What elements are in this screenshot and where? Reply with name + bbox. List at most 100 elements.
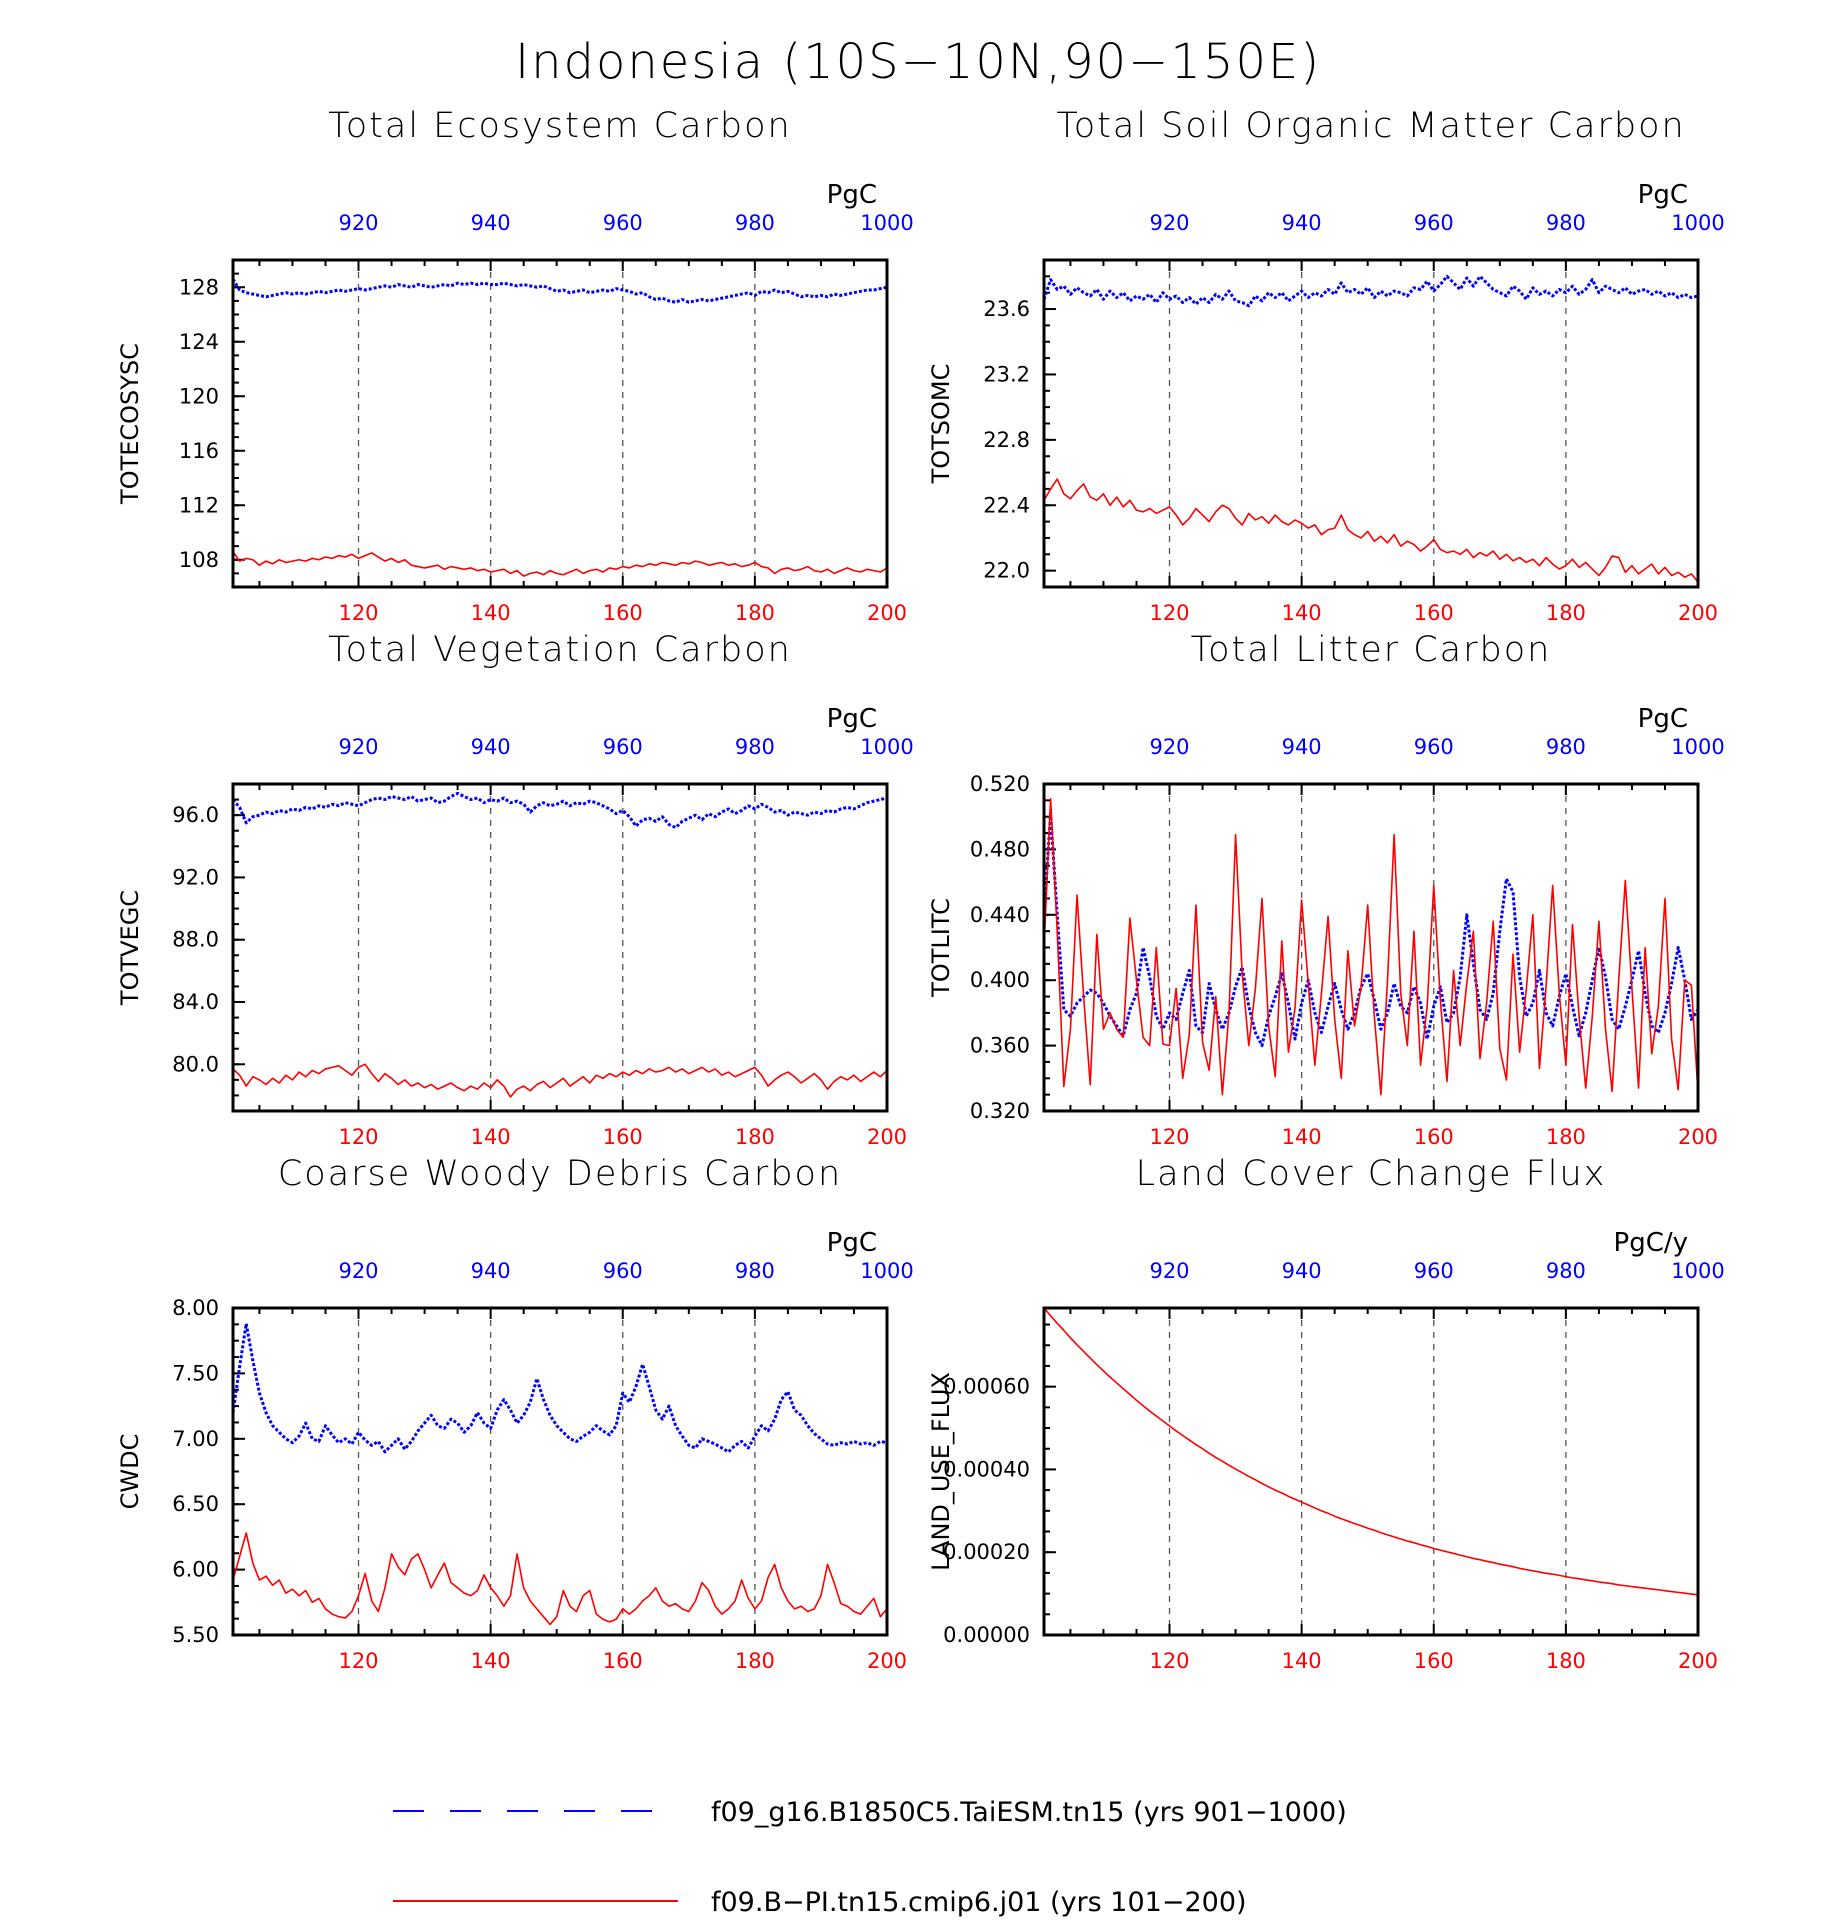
x-tick-label-top: 960	[1414, 735, 1454, 759]
x-tick-label-bottom: 160	[603, 601, 643, 625]
panel-3: Total Vegetation Carbon PgC TOTVEGC 120 140 1…	[116, 630, 914, 1149]
x-tick-label-bottom: 180	[1546, 1649, 1586, 1673]
x-tick-label-bottom: 120	[338, 1125, 378, 1149]
y-tick-label: 112	[179, 493, 219, 517]
x-tick-label-top: 940	[1282, 211, 1322, 235]
units-label: PgC	[827, 180, 877, 210]
y-tick-label: 80.0	[172, 1052, 219, 1076]
plot-frame	[231, 258, 889, 589]
figure-title: Indonesia (10S−10N,90−150E)	[515, 34, 1321, 90]
legend-label: f09.B−PI.tn15.cmip6.j01 (yrs 101−200)	[711, 1887, 1247, 1918]
x-tick-label-top: 1000	[1671, 1259, 1724, 1283]
y-tick-label: 0.00040	[943, 1457, 1030, 1481]
series-taiesm-line	[231, 791, 888, 830]
x-tick-label-bottom: 180	[1546, 601, 1586, 625]
x-tick-label-top: 940	[1282, 1259, 1322, 1283]
y-axis-label: CWDC	[116, 1434, 144, 1510]
x-tick-label-top: 980	[1546, 735, 1586, 759]
legend: f09_g16.B1850C5.TaiESM.tn15 (yrs 901−100…	[393, 1797, 1347, 1918]
x-tick-label-top: 980	[735, 211, 775, 235]
x-tick-label-bottom: 140	[1282, 1125, 1322, 1149]
x-tick-label-bottom: 160	[1414, 1649, 1454, 1673]
y-tick-label: 88.0	[172, 928, 219, 952]
panel-title: Total Soil Organic Matter Carbon	[1056, 106, 1685, 146]
x-tick-label-top: 920	[338, 735, 378, 759]
y-tick-label: 128	[179, 275, 219, 299]
y-tick-label: 6.00	[172, 1558, 219, 1582]
y-tick-label: 0.440	[970, 903, 1030, 927]
x-tick-label-top: 1000	[860, 735, 913, 759]
y-tick-label: 0.480	[970, 837, 1030, 861]
y-tick-label: 0.400	[970, 968, 1030, 992]
x-tick-label-top: 960	[1414, 1259, 1454, 1283]
x-tick-label-top: 1000	[860, 1259, 913, 1283]
panel-title: Land Cover Change Flux	[1136, 1154, 1607, 1194]
y-tick-label: 124	[179, 330, 219, 354]
x-tick-label-bottom: 120	[338, 1649, 378, 1673]
x-tick-label-top: 960	[603, 1259, 643, 1283]
x-tick-label-bottom: 120	[1149, 601, 1189, 625]
y-tick-label: 0.00060	[943, 1375, 1030, 1399]
panel-5: Coarse Woody Debris Carbon PgC CWDC 120 140 1…	[116, 1154, 914, 1673]
series-cmip6-line	[232, 1063, 888, 1098]
x-tick-label-top: 940	[471, 211, 511, 235]
y-tick-label: 5.50	[172, 1623, 219, 1647]
plot-frame	[231, 1306, 889, 1637]
x-tick-label-top: 960	[603, 211, 643, 235]
y-tick-label: 0.320	[970, 1099, 1030, 1123]
x-tick-label-top: 960	[603, 735, 643, 759]
x-tick-label-bottom: 140	[471, 601, 511, 625]
legend-item-1: f09_g16.B1850C5.TaiESM.tn15 (yrs 901−100…	[393, 1797, 1347, 1828]
y-tick-label: 23.2	[983, 362, 1030, 386]
series-taiesm-line	[1042, 274, 1699, 308]
x-tick-label-bottom: 140	[471, 1125, 511, 1149]
series-taiesm-line	[231, 1322, 888, 1454]
y-tick-label: 0.520	[970, 772, 1030, 796]
x-tick-label-bottom: 200	[1678, 601, 1718, 625]
x-tick-label-top: 980	[1546, 1259, 1586, 1283]
y-tick-label: 6.50	[172, 1492, 219, 1516]
x-tick-label-top: 920	[1149, 1259, 1189, 1283]
x-tick-label-top: 920	[338, 1259, 378, 1283]
panel-1: Total Ecosystem Carbon PgC TOTECOSYSC 120 14…	[116, 106, 914, 625]
x-tick-label-bottom: 200	[867, 601, 907, 625]
series-cmip6-line	[1043, 797, 1699, 1096]
series-cmip6-line	[232, 551, 888, 577]
y-tick-label: 0.00020	[943, 1540, 1030, 1564]
x-tick-label-top: 980	[1546, 211, 1586, 235]
series-cmip6-line	[232, 1532, 888, 1626]
x-tick-label-bottom: 140	[1282, 601, 1322, 625]
x-tick-label-bottom: 160	[603, 1125, 643, 1149]
y-axis-label: TOTVEGC	[116, 890, 144, 1006]
x-tick-label-bottom: 160	[603, 1649, 643, 1673]
x-tick-label-top: 1000	[860, 211, 913, 235]
units-label: PgC/y	[1614, 1228, 1688, 1258]
y-tick-label: 22.0	[983, 559, 1030, 583]
plot-frame	[1042, 782, 1700, 1113]
x-tick-label-bottom: 200	[867, 1125, 907, 1149]
units-label: PgC	[827, 1228, 877, 1258]
y-tick-label: 22.4	[983, 493, 1030, 517]
y-axis-label: TOTSOMC	[927, 364, 955, 485]
plot-frame	[1042, 1306, 1700, 1637]
series-cmip6-line	[1043, 478, 1699, 583]
x-tick-label-bottom: 200	[867, 1649, 907, 1673]
y-tick-label: 8.00	[172, 1296, 219, 1320]
x-tick-label-top: 940	[471, 1259, 511, 1283]
y-tick-label: 84.0	[172, 990, 219, 1014]
y-axis-label: LAND_USE_FLUX	[927, 1372, 955, 1571]
plot-frame	[231, 782, 889, 1113]
x-tick-label-bottom: 120	[1149, 1125, 1189, 1149]
panel-6: Land Cover Change Flux PgC/y LAND_USE_FLUX…	[927, 1154, 1725, 1673]
x-tick-label-top: 1000	[1671, 211, 1724, 235]
panel-4: Total Litter Carbon PgC TOTLITC 120 140 160 18…	[927, 630, 1725, 1149]
y-tick-label: 108	[179, 548, 219, 572]
y-tick-label: 92.0	[172, 865, 219, 889]
legend-label: f09_g16.B1850C5.TaiESM.tn15 (yrs 901−100…	[711, 1797, 1347, 1828]
panel-2: Total Soil Organic Matter Carbon PgC TOTSO…	[927, 106, 1725, 625]
x-tick-label-top: 980	[735, 1259, 775, 1283]
units-label: PgC	[827, 704, 877, 734]
y-tick-label: 7.00	[172, 1427, 219, 1451]
x-tick-label-bottom: 200	[1678, 1125, 1718, 1149]
y-axis-label: TOTECOSYSC	[116, 343, 144, 505]
